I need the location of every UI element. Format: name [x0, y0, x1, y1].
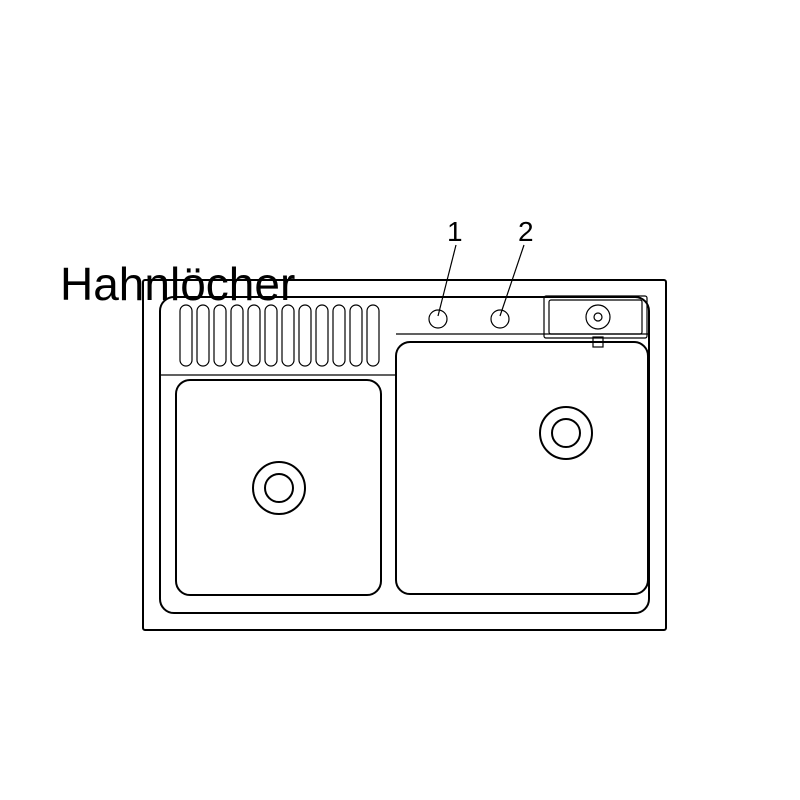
sink-diagram [0, 0, 800, 800]
diagram-container: Hahnlöcher 1 2 [0, 0, 800, 800]
